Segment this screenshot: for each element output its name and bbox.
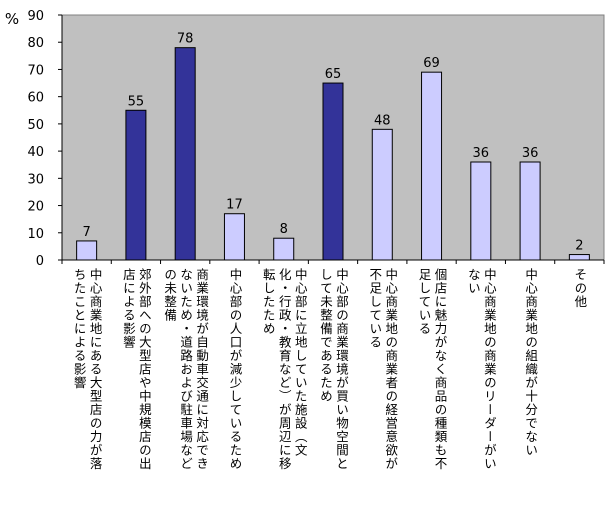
- x-category-label: 中心部の商業環境が買い物空間と して未整備であるため: [318, 268, 349, 471]
- bar: [174, 47, 196, 261]
- x-category-label: 中心商業地の組織が十分でない: [523, 268, 539, 457]
- bar: [322, 82, 344, 261]
- x-category-label: 中心商業地の商業のリーダーがい ない: [465, 268, 497, 471]
- y-tick-label: 20: [27, 200, 44, 215]
- bar-value-label: 69: [423, 56, 440, 71]
- y-tick-label: 50: [27, 118, 44, 133]
- bar-value-label: 17: [226, 198, 243, 213]
- x-category-label: その他: [572, 268, 588, 309]
- bar: [470, 161, 492, 261]
- y-tick-label: 80: [27, 36, 44, 51]
- bar-value-label: 36: [522, 146, 539, 161]
- bars: [76, 47, 590, 261]
- y-tick-label: 60: [27, 91, 44, 106]
- bar-value-label: 78: [177, 32, 194, 47]
- bar: [223, 213, 245, 261]
- x-category-label: 中心部に立地していた施設（文 化・行政・教育など）が周辺に移 転したため: [260, 268, 308, 471]
- x-category-label: 個店に魅力がなく商品の種類も不 足している: [416, 268, 448, 471]
- y-tick-label: 40: [27, 145, 44, 160]
- bar-value-label: 7: [82, 225, 90, 240]
- bar-value-label: 36: [473, 146, 490, 161]
- x-category-label: 中心商業地にある大型店の力が落 ちたことによる影響: [71, 268, 103, 471]
- bar: [125, 109, 147, 261]
- data-labels: 7 55 78 17 8 65 48 69 36 36 2: [82, 32, 583, 254]
- bar: [421, 71, 443, 261]
- bar: [371, 128, 393, 261]
- x-category-label: 郊外部への大型店や中規模店の出 店による影響: [120, 268, 152, 471]
- y-tick-label: 0: [36, 254, 44, 269]
- bar-value-label: 48: [374, 113, 391, 128]
- x-category-label: 中心部の人口が減少しているため: [227, 268, 243, 471]
- bar: [273, 237, 295, 261]
- bar: [519, 161, 541, 261]
- bar-value-label: 8: [280, 222, 288, 237]
- x-category-label: 中心商業地の商業者の経営意欲が 不足している: [367, 268, 399, 471]
- bar-value-label: 55: [128, 94, 145, 109]
- x-category-label: 商業環境が自動車交通に対応でき ないため・道路および駐車場など の未整備: [162, 268, 210, 471]
- bar: [568, 254, 590, 261]
- bar-value-label: 2: [575, 239, 583, 254]
- y-axis-label: %: [5, 10, 19, 28]
- bar-value-label: 65: [325, 67, 342, 82]
- bar: [76, 240, 98, 261]
- y-tick-label: 90: [27, 9, 44, 24]
- axes: 0 10 20 30 40 50 60 70 80 90: [27, 9, 605, 269]
- y-tick-label: 70: [27, 63, 44, 78]
- y-tick-label: 30: [27, 172, 44, 187]
- y-tick-label: 10: [27, 227, 44, 242]
